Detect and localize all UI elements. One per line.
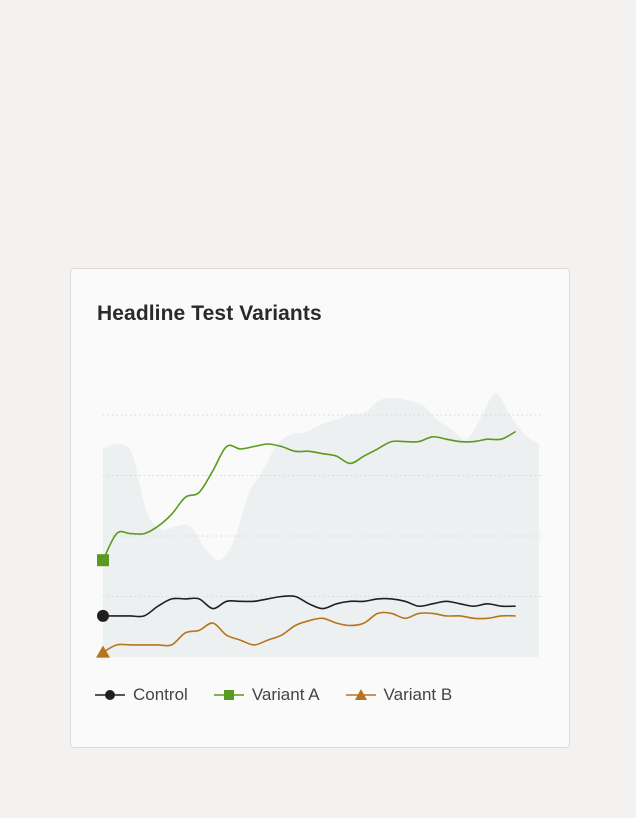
triangle-marker-icon (345, 689, 376, 700)
series-line-control (102, 595, 516, 618)
background-area (103, 393, 539, 657)
line-chart (96, 393, 543, 658)
square-marker-icon (213, 690, 244, 700)
legend: Control Variant A Variant B (95, 685, 452, 705)
background-area-layer (103, 393, 539, 657)
legend-item-variant-a[interactable]: Variant A (213, 685, 320, 705)
chart-card: Headline Test Variants Control Variant A (70, 268, 570, 748)
series-marker-variant-b (96, 645, 110, 658)
series-line-variant-a (102, 431, 516, 561)
gridlines (103, 414, 543, 597)
legend-item-control[interactable]: Control (95, 685, 188, 705)
legend-label-control: Control (133, 685, 188, 704)
series-marker-control (97, 609, 109, 622)
legend-label-variant-a: Variant A (251, 685, 320, 704)
series-marker-variant-a (97, 554, 109, 567)
series-line-variant-b (102, 611, 516, 653)
legend-item-variant-b[interactable]: Variant B (345, 685, 453, 705)
chart-title: Headline Test Variants (97, 302, 322, 325)
circle-marker-icon (95, 690, 125, 700)
legend-label-variant-b: Variant B (383, 685, 453, 704)
series-lines (96, 431, 516, 658)
